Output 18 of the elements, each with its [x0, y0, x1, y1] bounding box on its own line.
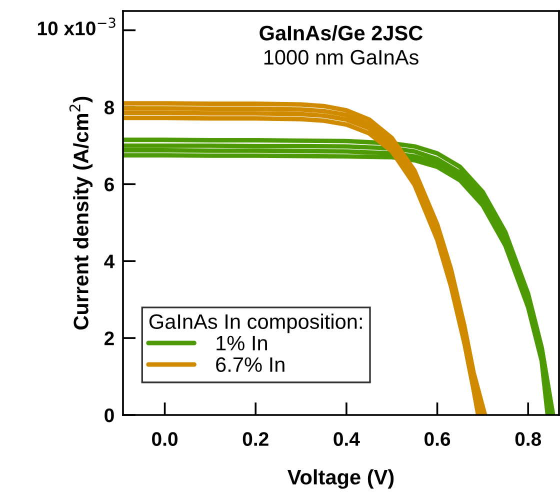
y-axis-title: Current density (A/cm$^{2}$) — [69, 96, 93, 330]
y-tick-label: 8 — [104, 100, 114, 114]
legend-label: 6.7% In — [216, 357, 284, 372]
x-tick-label: 0.8 — [515, 432, 542, 446]
legend-title: GaInAs In composition: — [149, 314, 362, 334]
x-tick-label: 0.6 — [424, 432, 450, 446]
y-tick-label: 6 — [104, 178, 114, 192]
text: 1000 nm GaInAs — [264, 50, 418, 65]
y-tick-label: 0 — [104, 408, 114, 422]
y-tick-label: 4 — [104, 254, 115, 268]
x-axis-title: Voltage (V) — [288, 469, 394, 489]
text: 10 x10$^{−3}$ — [38, 18, 116, 36]
legend-label: 1% In — [216, 336, 267, 350]
y-tick-label: 2 — [104, 332, 114, 346]
x-tick-label: 0.0 — [152, 432, 178, 446]
x-tick-label: 0.2 — [242, 432, 268, 446]
x-tick-label: 0.4 — [334, 432, 360, 446]
text: GaInAs/Ge 2JSC — [260, 25, 423, 41]
